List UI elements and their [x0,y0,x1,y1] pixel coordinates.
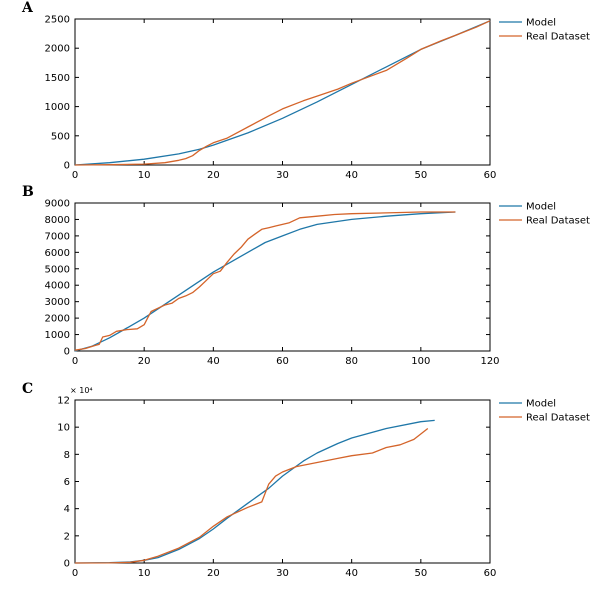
y-tick-label: 7000 [45,231,70,242]
y-tick-label: 0 [64,347,70,358]
y-tick-label: 8 [64,450,70,461]
y-tick-label: 2000 [45,44,70,55]
y-tick-label: 5000 [45,264,70,275]
x-tick-label: 120 [480,356,499,367]
y-tick-label: 3000 [45,297,70,308]
y-tick-label: 9000 [45,199,70,210]
y-tick-label: 6 [64,477,70,488]
x-tick-label: 20 [207,170,220,181]
x-tick-label: 20 [138,356,151,367]
y-tick-label: 1000 [45,102,70,113]
y-tick-label: 8000 [45,215,70,226]
x-tick-label: 60 [276,356,289,367]
plot-frame [74,399,491,564]
series-line-real-dataset [74,427,429,564]
chart-panel-b: B 0 20 40 60 80 100 120 0 1000 2000 3000 4000 5000 600… [22,184,590,367]
y-tick-label: 2 [64,531,70,542]
series-line-model [74,211,456,352]
series-line-model [74,20,491,166]
legend-entry: Model [526,18,556,29]
x-tick-label: 20 [207,568,220,579]
x-tick-label: 50 [414,568,427,579]
y-tick-label: 0 [64,161,70,172]
y-tick-label: 500 [51,131,70,142]
legend-entry: Real Dataset [526,413,590,424]
series-line-real-dataset [74,211,456,351]
x-tick-label: 50 [414,170,427,181]
y-tick-label: 6000 [45,248,70,259]
y-tick-label: 1500 [45,73,70,84]
x-tick-label: 40 [207,356,220,367]
legend-entry: Model [526,399,556,410]
series-line-real-dataset [74,20,491,166]
y-tick-label: 2000 [45,314,70,325]
chart-panel-a: A 0 10 20 30 40 50 60 0 500 1000 1500 2000 2500 Model R… [21,0,590,181]
x-tick-label: 100 [411,356,430,367]
y-axis-multiplier: × 10⁴ [70,386,93,395]
x-tick-label: 60 [484,568,497,579]
y-tick-label: 10 [57,423,70,434]
x-tick-label: 10 [138,568,151,579]
x-tick-label: 30 [276,568,289,579]
plot-frame [74,18,491,166]
y-tick-label: 4 [64,504,70,515]
y-tick-label: 2500 [45,15,70,26]
y-tick-label: 1000 [45,330,70,341]
y-tick-label: 0 [64,559,70,570]
y-tick-label: 4000 [45,281,70,292]
x-tick-label: 30 [276,170,289,181]
chart-panel-c: C × 10⁴ 0 10 20 30 40 50 60 0 2 4 6 8 10 12 Model Real Da… [22,381,590,579]
x-tick-label: 40 [345,568,358,579]
panel-letter: B [22,184,34,200]
x-tick-label: 10 [138,170,151,181]
legend-entry: Real Dataset [526,32,590,43]
panel-letter: C [22,381,33,397]
x-tick-label: 40 [345,170,358,181]
x-tick-label: 0 [72,568,78,579]
x-tick-label: 0 [72,170,78,181]
series-line-model [74,419,435,564]
x-tick-label: 60 [484,170,497,181]
x-tick-label: 0 [72,356,78,367]
x-tick-label: 80 [345,356,358,367]
panel-letter: A [21,0,34,16]
y-tick-label: 12 [57,396,70,407]
legend-entry: Model [526,202,556,213]
legend-entry: Real Dataset [526,216,590,227]
